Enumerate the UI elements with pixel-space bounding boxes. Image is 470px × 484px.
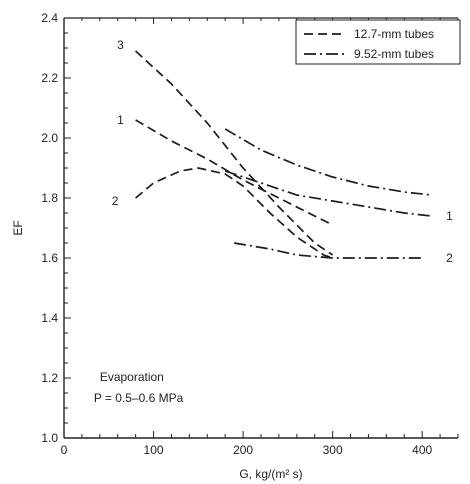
y-tick-label: 2.0 (41, 131, 58, 145)
x-tick-label: 400 (412, 443, 432, 457)
y-tick-label: 2.2 (41, 71, 58, 85)
legend-entry-label: 9.52-mm tubes (354, 47, 434, 61)
x-tick-label: 200 (233, 443, 253, 457)
x-tick-label: 0 (61, 443, 68, 457)
legend-entry-label: 12.7-mm tubes (354, 27, 434, 41)
y-tick-label: 1.0 (41, 431, 58, 445)
curve-label: 2 (112, 194, 119, 208)
x-tick-label: 100 (144, 443, 164, 457)
curve-label: 1 (446, 209, 453, 223)
x-axis-label: G, kg/(m² s) (239, 467, 302, 481)
annotation-pressure: P = 0.5–0.6 MPa (94, 391, 184, 405)
y-tick-label: 1.8 (41, 191, 58, 205)
y-tick-label: 1.4 (41, 311, 58, 325)
legend: 12.7-mm tubes 9.52-mm tubes (296, 20, 460, 64)
y-axis-label: EF (11, 220, 25, 235)
curve-label: 2 (446, 251, 453, 265)
x-tick-label: 300 (323, 443, 343, 457)
y-tick-label: 1.6 (41, 251, 58, 265)
y-tick-label: 1.2 (41, 371, 58, 385)
y-tick-label: 2.4 (41, 11, 58, 25)
annotation-condition: Evaporation (100, 370, 164, 384)
curve-label: 1 (117, 113, 124, 127)
curve-label: 3 (117, 38, 124, 52)
